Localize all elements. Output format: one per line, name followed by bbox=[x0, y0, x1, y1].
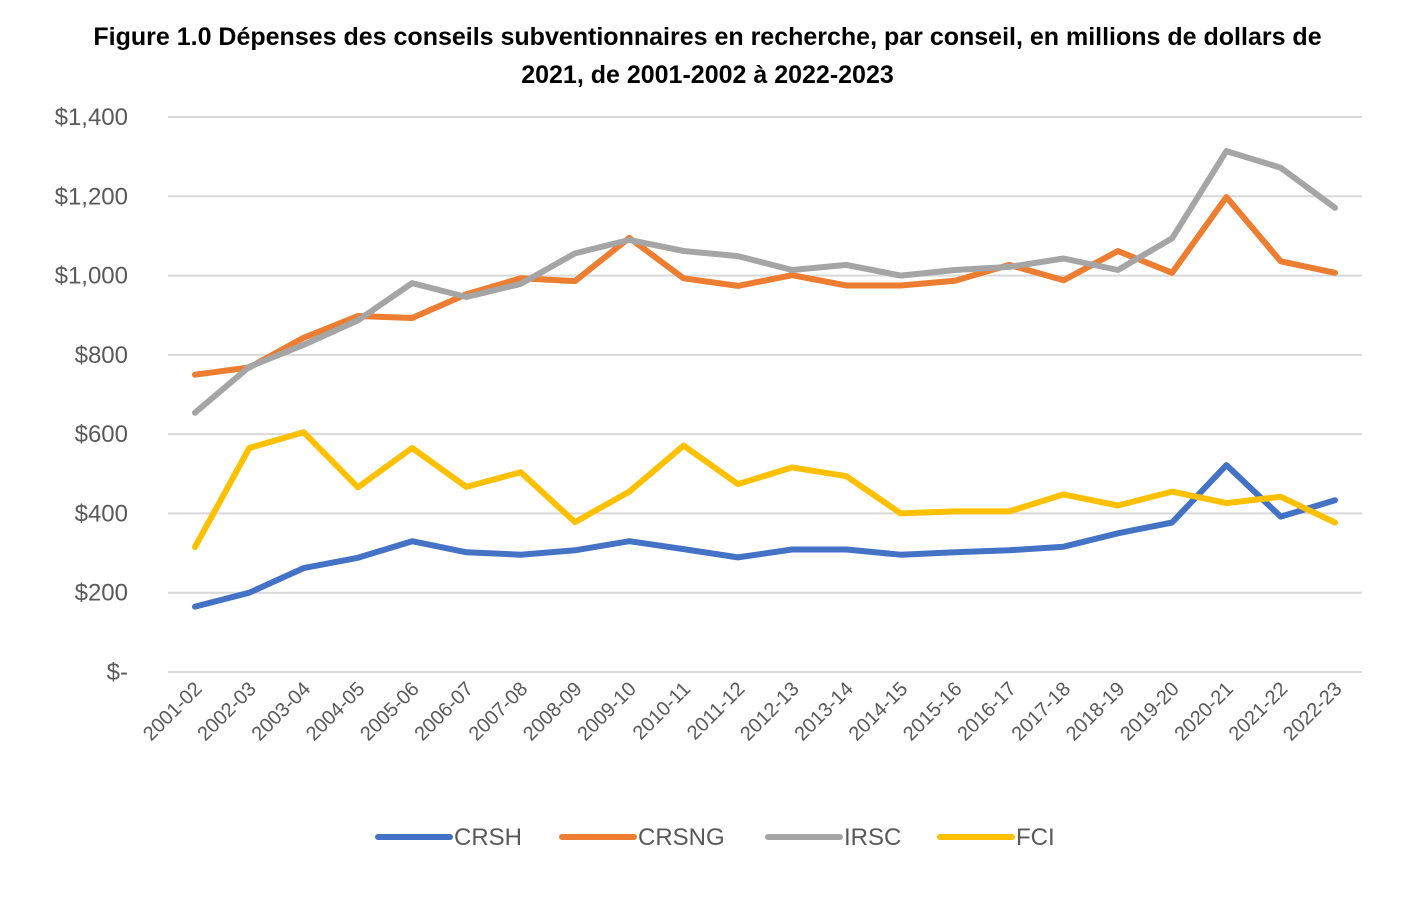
x-tick-label: 2021-22 bbox=[1225, 678, 1292, 745]
x-tick-label: 2010-11 bbox=[629, 678, 695, 744]
legend-item-fci: FCI bbox=[937, 824, 1055, 851]
series-line-crsng bbox=[192, 194, 1338, 378]
x-tick-label: 2006-07 bbox=[411, 678, 478, 745]
x-tick-label: 2008-09 bbox=[519, 678, 586, 745]
legend: CRSH CRSNG IRSC FCI bbox=[375, 824, 1055, 851]
x-tick-label: 2005-06 bbox=[356, 678, 423, 745]
y-axis-labels: $- $200 $400 $600 $800 $1,000 $1,200 $1,400 bbox=[55, 104, 128, 686]
x-tick-label: 2017-18 bbox=[1008, 678, 1075, 745]
legend-item-irsc: IRSC bbox=[765, 824, 901, 851]
x-tick-label: 2016-17 bbox=[953, 678, 1020, 745]
legend-item-crsng: CRSNG bbox=[559, 824, 725, 851]
y-tick-label: $1,200 bbox=[55, 183, 128, 210]
legend-label: FCI bbox=[1016, 824, 1055, 851]
series-line-crsh bbox=[192, 462, 1338, 610]
chart-title-line-1: Figure 1.0 Dépenses des conseils subvent… bbox=[93, 23, 1322, 51]
x-tick-label: 2014-15 bbox=[845, 678, 912, 745]
y-tick-label: $1,000 bbox=[55, 263, 128, 290]
y-tick-label: $600 bbox=[75, 421, 128, 448]
chart-title-line-2: 2021, de 2001-2002 à 2022-2023 bbox=[521, 61, 894, 89]
legend-item-crsh: CRSH bbox=[375, 824, 522, 851]
x-tick-label: 2012-13 bbox=[736, 678, 803, 745]
x-tick-label: 2022-23 bbox=[1279, 678, 1346, 745]
y-tick-label: $- bbox=[107, 659, 128, 686]
series-line-fci bbox=[192, 429, 1338, 551]
y-tick-label: $800 bbox=[75, 342, 128, 369]
y-tick-label: $400 bbox=[75, 500, 128, 527]
x-tick-label: 2004-05 bbox=[302, 678, 369, 745]
chart-title: Figure 1.0 Dépenses des conseils subvent… bbox=[0, 18, 1415, 94]
y-tick-label: $1,400 bbox=[55, 104, 128, 131]
x-tick-label: 2002-03 bbox=[193, 678, 260, 745]
legend-label: CRSNG bbox=[638, 824, 725, 851]
gridlines bbox=[168, 116, 1362, 673]
series-line-irsc bbox=[192, 148, 1338, 416]
legend-label: IRSC bbox=[844, 824, 901, 851]
x-tick-label: 2007-08 bbox=[465, 678, 532, 745]
x-tick-label: 2003-04 bbox=[248, 678, 315, 745]
x-tick-label: 2020-21 bbox=[1171, 678, 1238, 745]
x-tick-label: 2019-20 bbox=[1116, 678, 1183, 745]
series-lines bbox=[192, 148, 1338, 610]
legend-label: CRSH bbox=[454, 824, 522, 851]
x-tick-label: 2001-02 bbox=[139, 678, 206, 745]
x-tick-label: 2018-19 bbox=[1062, 678, 1129, 745]
x-tick-label: 2009-10 bbox=[573, 678, 640, 745]
y-tick-label: $200 bbox=[75, 580, 128, 607]
x-tick-label: 2015-16 bbox=[899, 678, 966, 745]
x-axis-labels: 2001-022002-032003-042004-052005-062006-… bbox=[139, 678, 1346, 745]
x-tick-label: 2013-14 bbox=[791, 678, 858, 745]
